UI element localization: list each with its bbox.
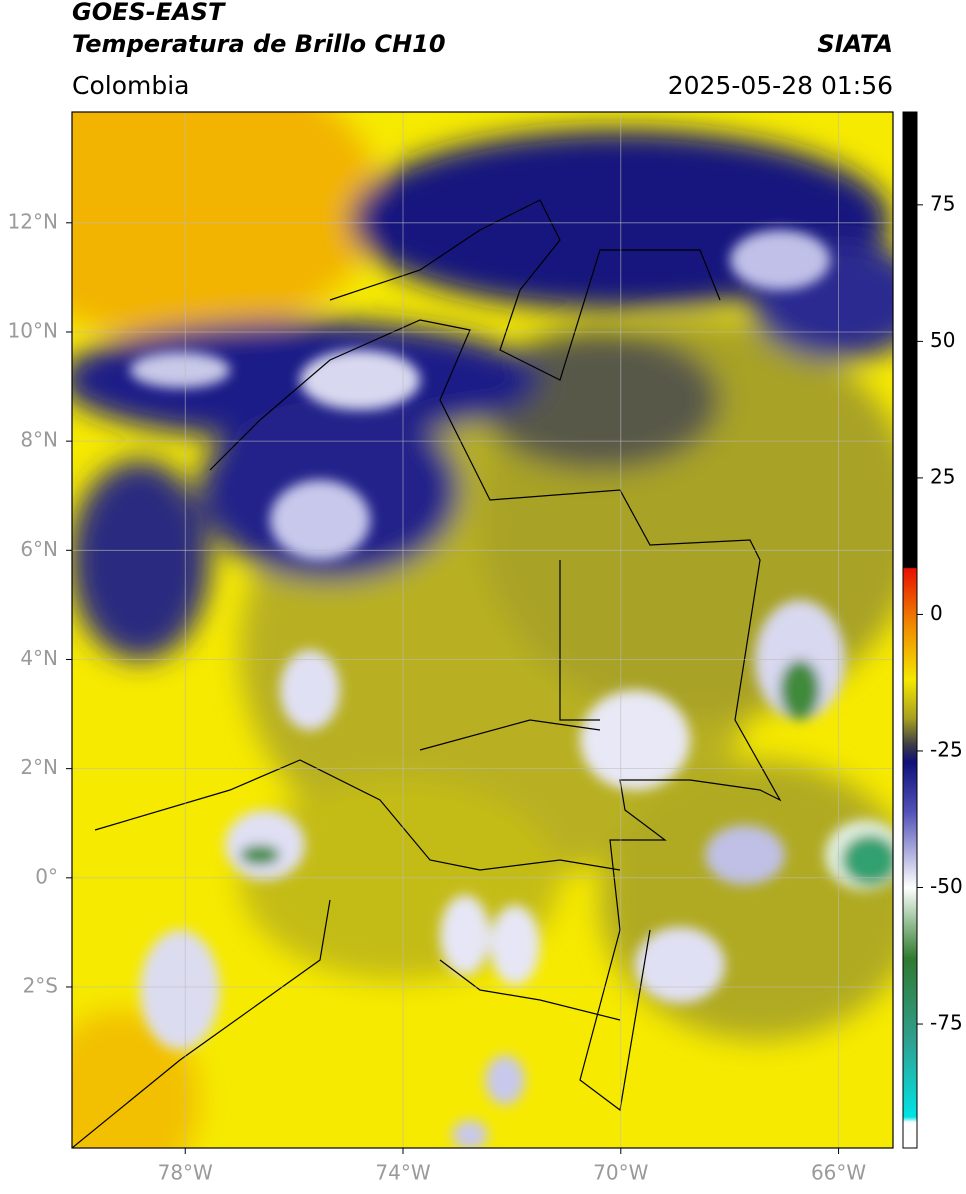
y-tick-label: 6°N <box>20 537 58 561</box>
x-tick-label: 66°W <box>811 1161 866 1185</box>
title: GOES-EAST <box>72 0 226 26</box>
colorbar-tick-label: -75 <box>930 1011 963 1035</box>
colorbar-tick-label: 50 <box>930 328 955 352</box>
x-tick-label: 70°W <box>593 1161 648 1185</box>
y-tick-label: 2°S <box>23 973 58 997</box>
colorbar-tick-label: 75 <box>930 191 955 215</box>
y-tick-label: 12°N <box>8 209 58 233</box>
x-tick-label: 78°W <box>158 1161 213 1185</box>
source: SIATA <box>817 30 893 58</box>
y-tick-label: 8°N <box>20 428 58 452</box>
colorbar-tick-label: -50 <box>930 874 963 898</box>
colorbar <box>902 111 918 1149</box>
y-tick-label: 0° <box>35 864 58 888</box>
y-tick-label: 2°N <box>20 755 58 779</box>
colorbar-tick-label: 0 <box>930 601 943 625</box>
colorbar-tick-label: 25 <box>930 464 955 488</box>
y-tick-label: 4°N <box>20 646 58 670</box>
map-frame <box>71 111 894 1149</box>
x-tick-label: 74°W <box>375 1161 430 1185</box>
y-tick-label: 10°N <box>8 318 58 342</box>
subtitle: Temperatura de Brillo CH10 <box>72 30 446 58</box>
satellite-image <box>72 112 893 1148</box>
grid <box>72 112 893 1148</box>
timestamp: 2025-05-28 01:56 <box>668 71 893 100</box>
region: Colombia <box>72 71 189 100</box>
borders <box>72 199 782 1148</box>
colorbar-tick-label: -25 <box>930 737 963 761</box>
